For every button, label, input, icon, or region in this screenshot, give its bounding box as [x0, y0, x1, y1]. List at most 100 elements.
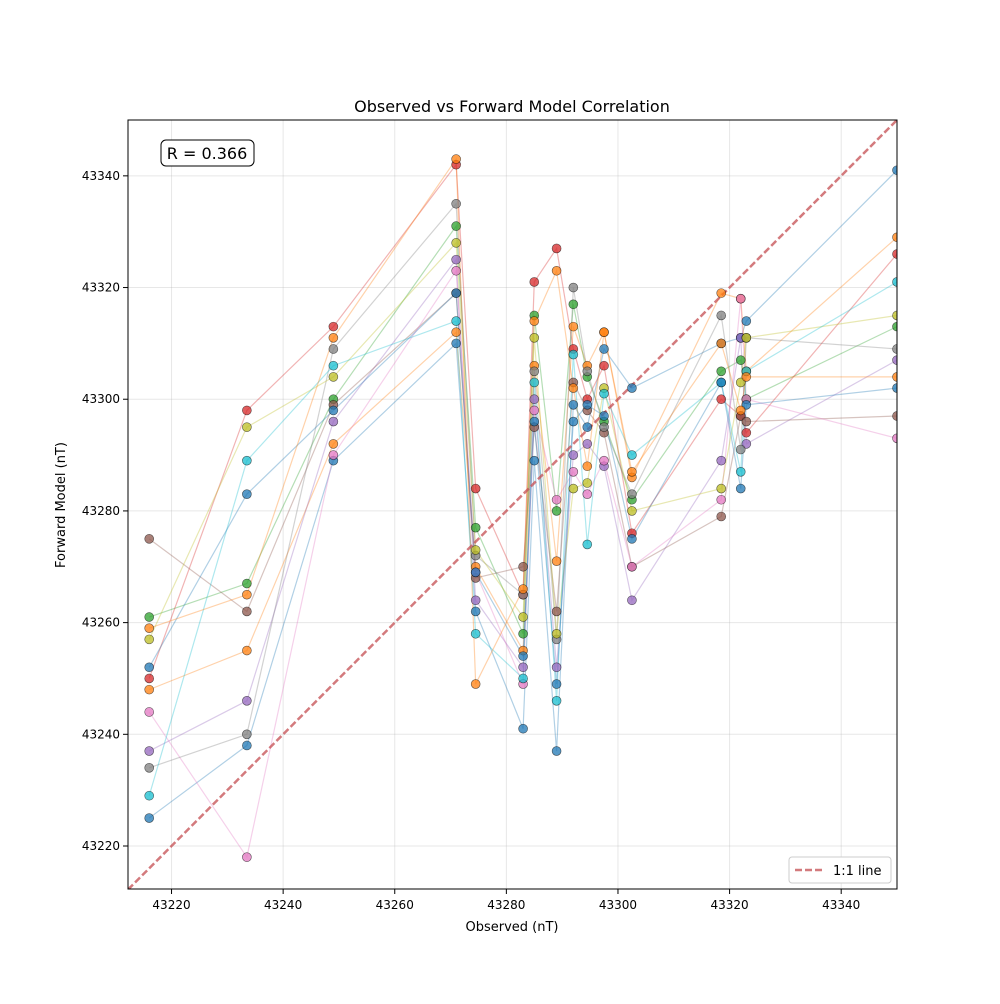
- data-point: [470, 679, 481, 689]
- data-point: [599, 455, 609, 466]
- data-point: [470, 545, 481, 555]
- data-point: [599, 327, 609, 338]
- legend-box: [788, 856, 892, 884]
- y-axis-label: Forward Model (nT): [54, 442, 69, 568]
- data-point: [582, 422, 593, 432]
- data-point: [551, 556, 562, 566]
- data-point: [568, 349, 579, 360]
- data-point: [716, 483, 727, 494]
- data-point: [627, 383, 637, 393]
- data-point: [627, 489, 637, 499]
- data-point: [582, 366, 593, 377]
- data-point: [144, 534, 155, 544]
- data-point: [529, 405, 540, 416]
- data-point: [716, 494, 727, 505]
- data-point: [551, 679, 562, 689]
- data-point: [892, 321, 897, 332]
- data-point: [144, 634, 155, 645]
- data-point: [328, 344, 339, 354]
- data-point: [568, 450, 579, 460]
- data-point: [627, 534, 637, 544]
- data-point: [529, 316, 540, 326]
- data-point: [518, 651, 528, 661]
- legend: 1:1 line: [788, 856, 892, 884]
- data-point: [470, 606, 481, 617]
- plot-area: [128, 120, 897, 889]
- data-point: [568, 383, 579, 393]
- data-point: [716, 511, 727, 522]
- data-point: [144, 763, 155, 773]
- data-point: [551, 695, 562, 706]
- data-point: [582, 439, 593, 449]
- data-point: [518, 723, 528, 734]
- plot-frame: [127, 119, 898, 890]
- data-point: [529, 455, 540, 466]
- data-point: [741, 416, 752, 427]
- data-point: [451, 154, 461, 164]
- data-point: [242, 578, 252, 589]
- data-point: [892, 249, 897, 259]
- data-point: [735, 405, 746, 416]
- data-point: [451, 238, 461, 248]
- data-point: [627, 467, 637, 477]
- x-axis-label: Observed (nT): [466, 920, 559, 935]
- data-point: [892, 433, 897, 444]
- data-point: [627, 561, 637, 572]
- data-point: [892, 411, 897, 421]
- data-point: [328, 372, 339, 382]
- data-point: [242, 422, 252, 432]
- data-point: [551, 662, 562, 673]
- series-line: [148, 268, 897, 859]
- data-point: [328, 360, 339, 371]
- data-point: [551, 606, 562, 617]
- data-point: [242, 740, 252, 751]
- series-line: [149, 224, 897, 635]
- data-point: [551, 506, 562, 516]
- data-point: [741, 316, 752, 326]
- data-point: [716, 310, 727, 321]
- x-tick-label: 43220: [152, 898, 190, 912]
- data-point: [518, 561, 528, 572]
- x-tick-label: 43280: [487, 898, 525, 912]
- data-point: [551, 265, 562, 276]
- series-line: [148, 241, 897, 640]
- data-layer: [128, 120, 897, 889]
- data-point: [518, 662, 528, 673]
- series-line: [148, 236, 897, 691]
- data-point: [470, 522, 481, 533]
- series-line: [149, 202, 897, 769]
- data-point: [568, 321, 579, 332]
- chart-title: Observed vs Forward Model Correlation: [354, 97, 670, 116]
- data-point: [551, 628, 562, 639]
- data-point: [582, 478, 593, 488]
- data-point: [451, 288, 461, 298]
- data-point: [328, 416, 339, 427]
- data-point: [568, 299, 579, 310]
- data-point: [568, 483, 579, 494]
- data-point: [627, 595, 637, 606]
- data-point: [144, 623, 155, 633]
- data-point: [518, 612, 528, 622]
- data-point: [741, 372, 752, 382]
- data-point: [582, 489, 593, 499]
- data-point: [627, 450, 637, 460]
- series-line: [148, 291, 897, 685]
- data-point: [568, 400, 579, 410]
- data-point: [892, 372, 897, 382]
- one-to-one-line: [128, 120, 897, 889]
- data-point: [242, 405, 252, 416]
- data-point: [735, 355, 746, 365]
- x-tick-label: 43300: [599, 898, 637, 912]
- data-point: [627, 506, 637, 516]
- data-point: [529, 394, 540, 405]
- series-line: [148, 163, 897, 679]
- data-point: [451, 254, 461, 265]
- data-point: [599, 411, 609, 421]
- data-point: [716, 377, 727, 388]
- data-point: [144, 673, 155, 684]
- data-point: [242, 729, 252, 740]
- data-point: [451, 327, 461, 338]
- data-point: [529, 416, 540, 427]
